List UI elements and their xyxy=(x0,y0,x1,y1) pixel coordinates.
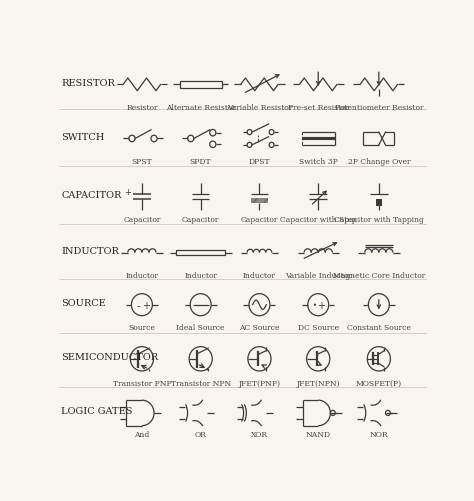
Text: RESISTOR: RESISTOR xyxy=(61,79,115,88)
Text: SPST: SPST xyxy=(131,158,152,166)
Text: SEMICONDUCTOR: SEMICONDUCTOR xyxy=(61,353,158,362)
Bar xyxy=(176,250,225,256)
Text: 2P Change Over: 2P Change Over xyxy=(347,158,410,166)
Text: JFET(NPN): JFET(NPN) xyxy=(296,379,340,387)
Text: JFET(PNP): JFET(PNP) xyxy=(238,379,281,387)
Text: Capacitor with Step: Capacitor with Step xyxy=(280,215,356,223)
Text: Transistor PNP: Transistor PNP xyxy=(113,379,171,387)
Text: Capacitor with Tapping: Capacitor with Tapping xyxy=(334,215,424,223)
Text: Pre-set Resistor: Pre-set Resistor xyxy=(288,104,349,112)
Text: Constant Source: Constant Source xyxy=(347,324,411,332)
Text: Resistor: Resistor xyxy=(126,104,158,112)
Text: Potentiometer Resistor: Potentiometer Resistor xyxy=(335,104,423,112)
Text: DC Source: DC Source xyxy=(298,324,339,332)
Text: CAPACITOR: CAPACITOR xyxy=(61,191,121,199)
Text: Variable Inductor: Variable Inductor xyxy=(285,272,352,280)
Text: Switch 3P: Switch 3P xyxy=(299,158,337,166)
Text: Inductor: Inductor xyxy=(243,272,276,280)
Text: Capacitor: Capacitor xyxy=(182,215,219,223)
Text: Inductor: Inductor xyxy=(126,272,158,280)
Circle shape xyxy=(314,304,316,306)
Text: Magnetic Core Inductor: Magnetic Core Inductor xyxy=(333,272,425,280)
Bar xyxy=(251,199,268,203)
Bar xyxy=(376,199,382,207)
Text: Alternate Resistor: Alternate Resistor xyxy=(166,104,236,112)
Text: MOSFET(P): MOSFET(P) xyxy=(356,379,402,387)
Text: SWITCH: SWITCH xyxy=(61,133,104,142)
Text: Capacitor: Capacitor xyxy=(241,215,278,223)
Text: XOR: XOR xyxy=(251,430,268,438)
Text: -: - xyxy=(137,300,140,310)
Bar xyxy=(180,82,222,89)
Text: +: + xyxy=(142,300,150,310)
Circle shape xyxy=(207,368,209,371)
Text: NOR: NOR xyxy=(370,430,388,438)
Text: OR: OR xyxy=(195,430,207,438)
Text: Inductor: Inductor xyxy=(184,272,217,280)
Text: NAND: NAND xyxy=(306,430,331,438)
Text: SPDT: SPDT xyxy=(190,158,211,166)
Text: Variable Resistor: Variable Resistor xyxy=(227,104,292,112)
Text: Capacitor: Capacitor xyxy=(123,215,161,223)
Text: SOURCE: SOURCE xyxy=(61,299,106,308)
Text: +: + xyxy=(317,300,325,310)
Text: And: And xyxy=(134,430,149,438)
Text: LOGIC GATES: LOGIC GATES xyxy=(61,407,133,416)
Text: Transistor NPN: Transistor NPN xyxy=(171,379,231,387)
Text: Ideal Source: Ideal Source xyxy=(176,324,225,332)
Circle shape xyxy=(137,363,139,365)
Text: Source: Source xyxy=(128,324,155,332)
Text: AC Source: AC Source xyxy=(239,324,280,332)
Text: DPST: DPST xyxy=(249,158,270,166)
Text: INDUCTOR: INDUCTOR xyxy=(61,246,119,256)
Text: +: + xyxy=(124,188,131,197)
